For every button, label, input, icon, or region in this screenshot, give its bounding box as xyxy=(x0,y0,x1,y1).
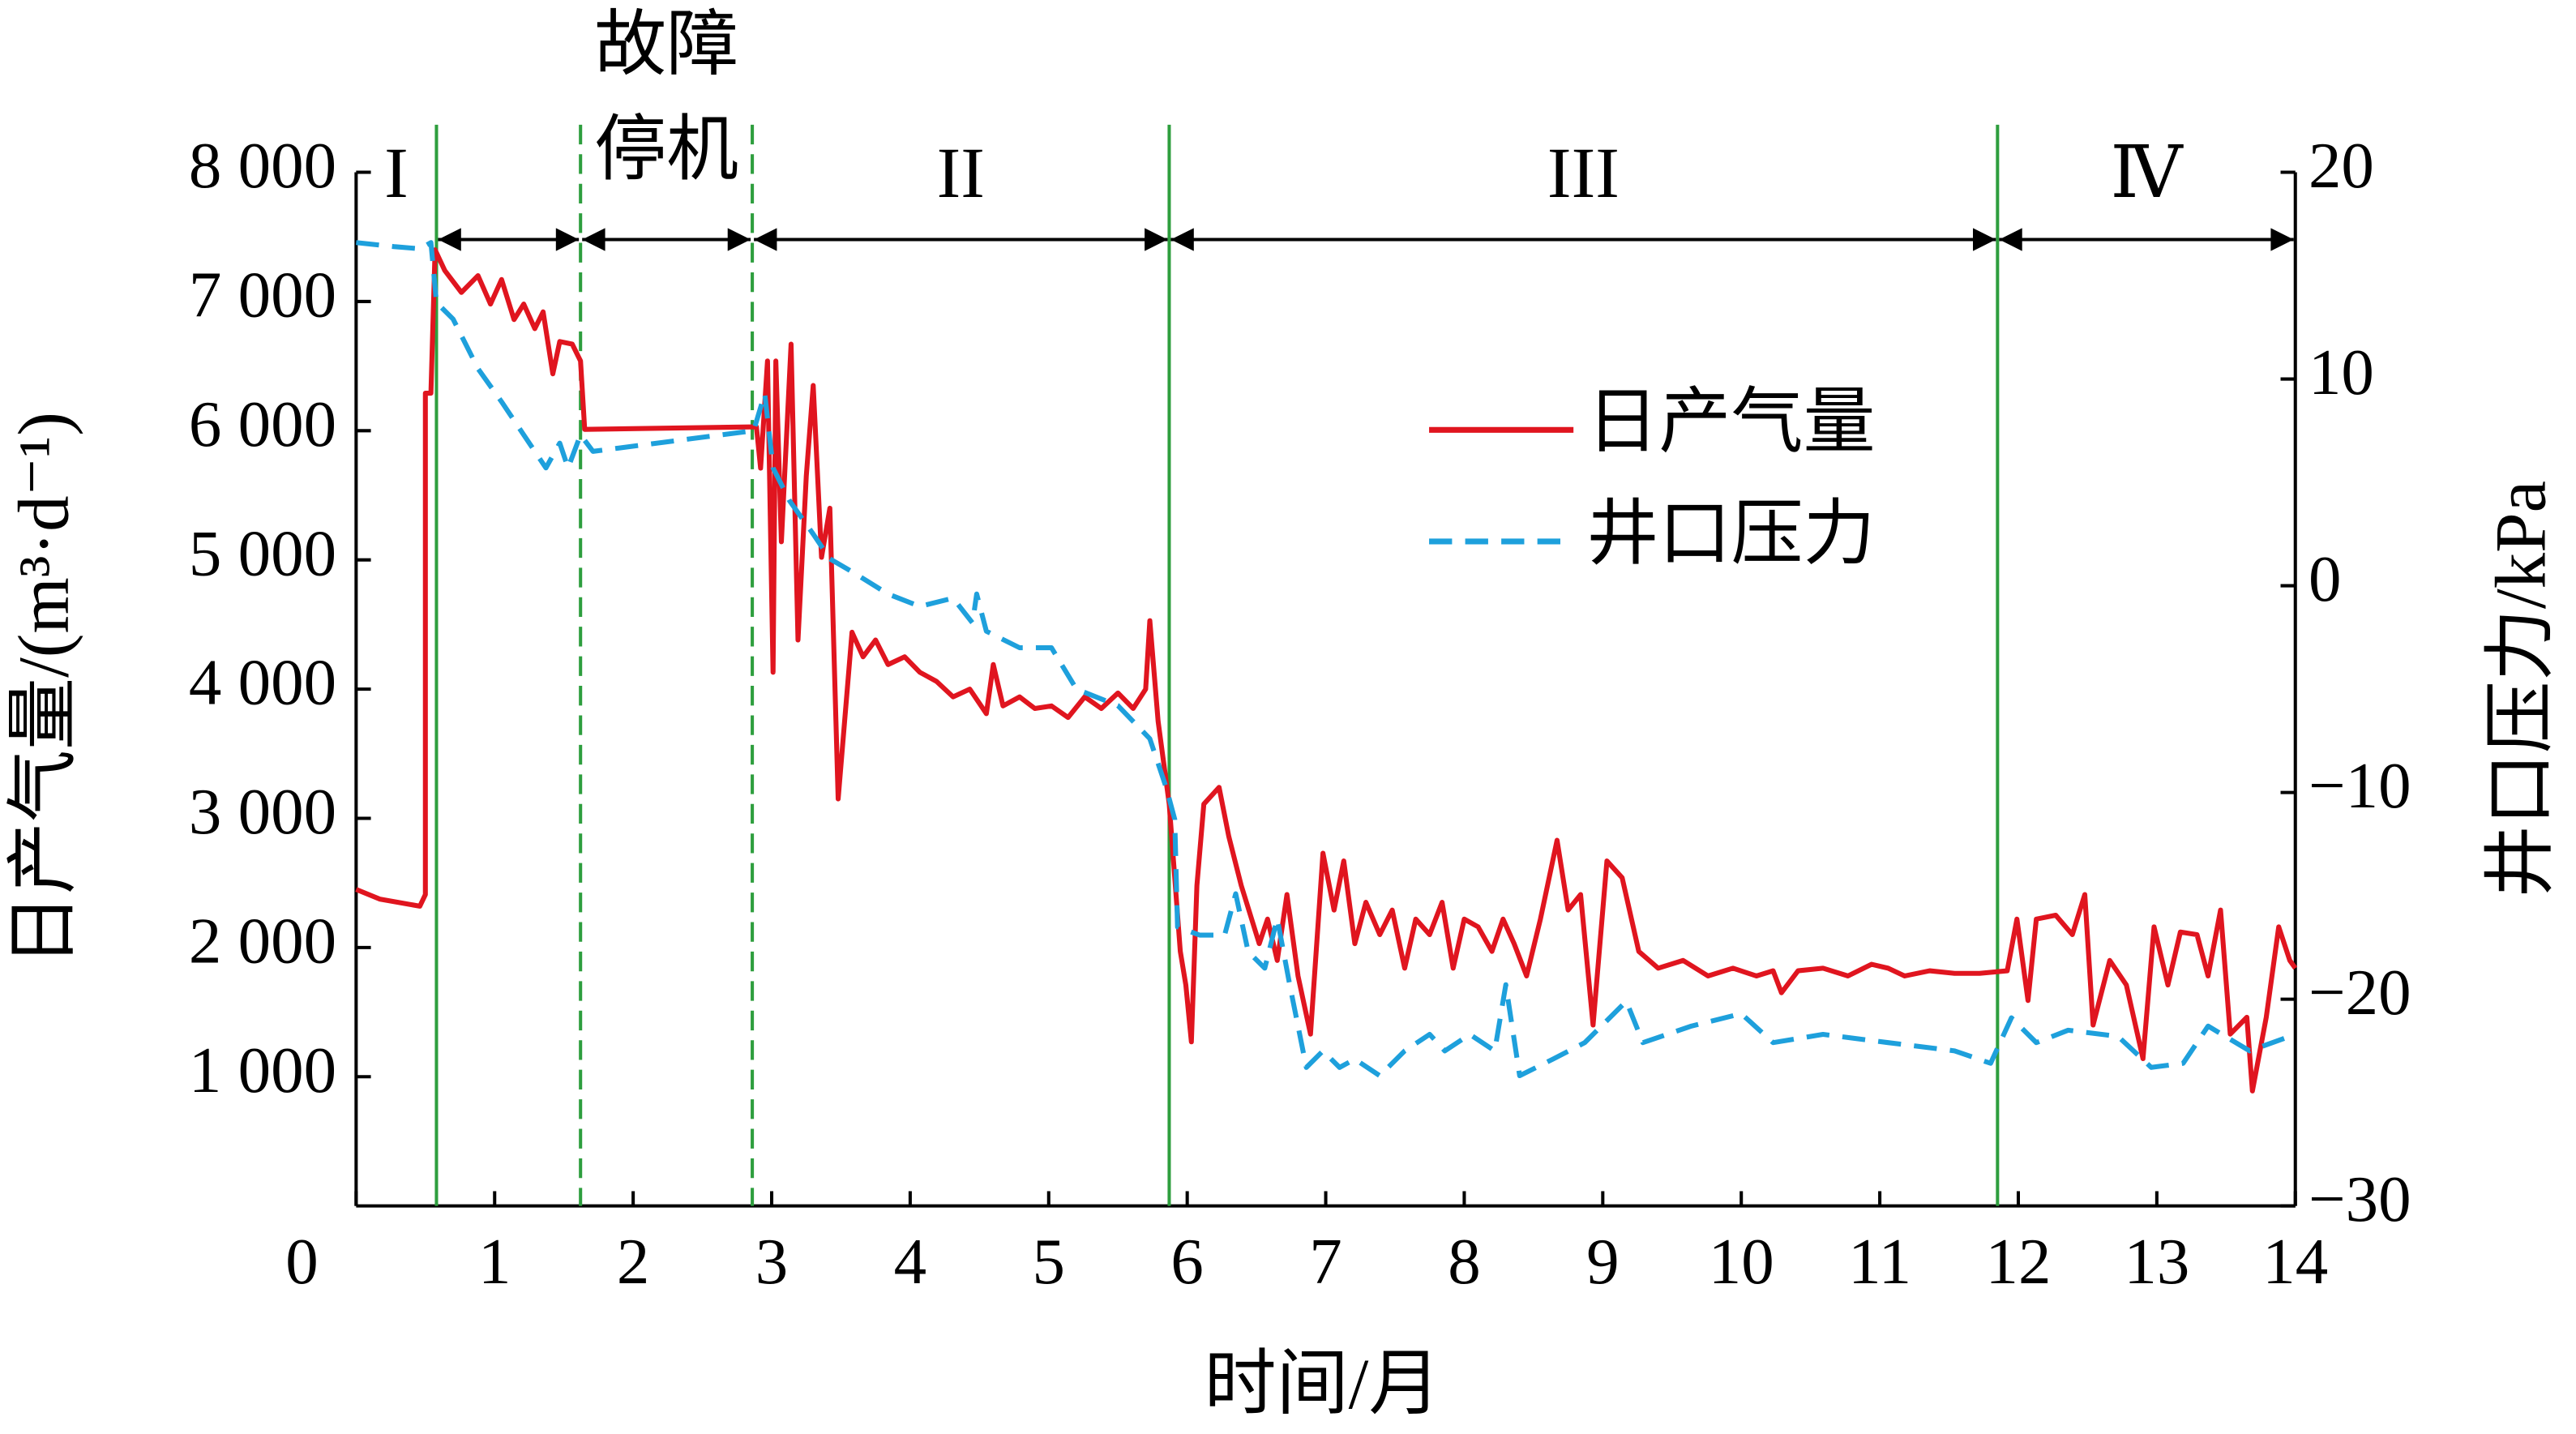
x-axis-title: 时间/月 xyxy=(1205,1345,1441,1424)
x-tick-label: 2 xyxy=(617,1225,649,1298)
x-tick-label: 14 xyxy=(2262,1225,2328,1298)
x-tick-label: 11 xyxy=(1848,1225,1911,1298)
x-tick-label: 8 xyxy=(1448,1225,1480,1298)
x-tick-label: 10 xyxy=(1709,1225,1774,1298)
y-axis-title: 日产气量/(m³·d⁻¹) xyxy=(4,412,83,966)
x-tick-label: 0 xyxy=(285,1225,318,1298)
x-tick-label: 6 xyxy=(1170,1225,1203,1298)
series-line xyxy=(355,247,2298,1094)
series-line xyxy=(356,240,2296,1079)
y2-tick-label: −30 xyxy=(2309,1162,2411,1235)
y-tick-label: 6 000 xyxy=(189,387,336,460)
x-tick-label: 7 xyxy=(1309,1225,1341,1298)
y-tick-label: 4 000 xyxy=(189,646,336,719)
y2-axis-title: 井口压力/kPa xyxy=(2482,481,2561,898)
y-tick-label: 5 000 xyxy=(189,516,336,589)
y2-tick-label: 10 xyxy=(2309,336,2374,409)
x-tick-label: 13 xyxy=(2124,1225,2189,1298)
y2-tick-label: −20 xyxy=(2309,956,2411,1029)
period-label: Ⅳ xyxy=(2111,134,2184,213)
x-tick-label: 9 xyxy=(1586,1225,1619,1298)
x-tick-label: 3 xyxy=(755,1225,788,1298)
legend-label: 井口压力 xyxy=(1586,494,1875,574)
x-tick-label: 4 xyxy=(894,1225,926,1298)
period-label: II xyxy=(937,134,985,213)
period-label: I xyxy=(384,134,409,213)
legend-label: 日产气量 xyxy=(1586,383,1875,463)
period-label: 停机 xyxy=(594,111,738,190)
period-label: 故障 xyxy=(594,6,738,85)
x-tick-label: 1 xyxy=(478,1225,511,1298)
x-tick-label: 5 xyxy=(1033,1225,1065,1298)
y-tick-label: 7 000 xyxy=(189,258,336,331)
y2-tick-label: 20 xyxy=(2309,129,2374,202)
y2-tick-label: −10 xyxy=(2309,749,2411,822)
x-tick-label: 12 xyxy=(1986,1225,2052,1298)
y-tick-label: 2 000 xyxy=(189,904,336,977)
period-label: III xyxy=(1547,134,1620,213)
y2-tick-label: 0 xyxy=(2309,542,2341,615)
y-tick-label: 3 000 xyxy=(189,775,336,848)
y-tick-label: 8 000 xyxy=(189,129,336,202)
y-tick-label: 1 000 xyxy=(189,1034,336,1107)
